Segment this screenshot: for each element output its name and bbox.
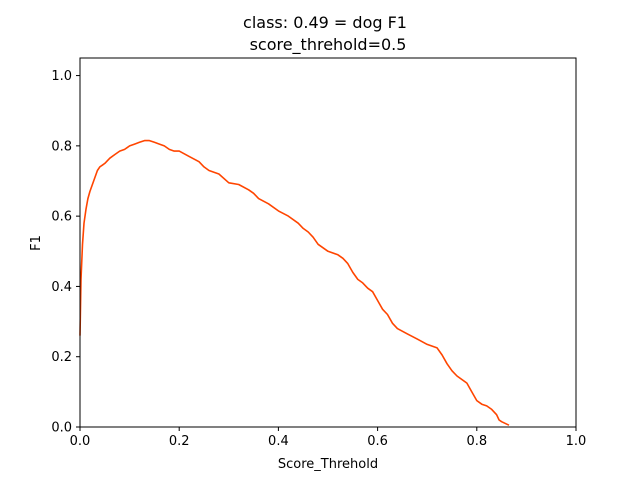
x-axis-ticks: 0.0 0.2 0.4 0.6 0.8 1.0 [70, 427, 587, 449]
plot-frame [79, 57, 577, 428]
chart-title: class: 0.49 = dog F1 [243, 13, 407, 32]
x-tick-label: 0.4 [268, 434, 289, 449]
x-axis-label: Score_Threhold [278, 457, 378, 472]
y-tick-label: 0.0 [51, 421, 72, 436]
x-tick-label: 0.2 [169, 434, 190, 449]
y-tick-label: 0.6 [51, 210, 72, 225]
x-tick-label: 1.0 [566, 434, 587, 449]
y-tick-label: 0.8 [51, 139, 72, 154]
chart-subtitle: score_threhold=0.5 [250, 35, 407, 55]
y-axis-label: F1 [29, 235, 44, 251]
y-tick-label: 0.4 [51, 280, 72, 295]
y-tick-label: 0.2 [51, 350, 72, 365]
x-tick-label: 0.0 [70, 434, 91, 449]
y-tick-label: 1.0 [51, 69, 72, 84]
x-tick-label: 0.6 [367, 434, 388, 449]
f1-series-line [79, 139, 510, 426]
y-axis-ticks: 0.0 0.2 0.4 0.6 0.8 1.0 [51, 69, 80, 436]
x-tick-label: 0.8 [466, 434, 487, 449]
